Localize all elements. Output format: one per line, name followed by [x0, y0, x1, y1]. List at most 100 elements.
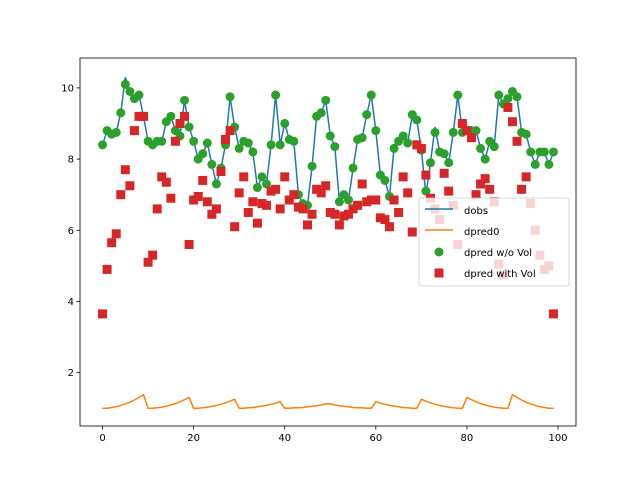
point-dpred-with-vol — [480, 174, 490, 184]
point-dpred-w-o-vol — [366, 90, 376, 100]
point-dpred-with-vol — [366, 195, 376, 205]
point-dpred-with-vol — [503, 102, 513, 112]
point-dpred-w-o-vol — [157, 136, 167, 146]
point-dpred-with-vol — [166, 193, 176, 203]
point-dpred-with-vol — [380, 215, 390, 225]
point-dpred-with-vol — [180, 111, 190, 121]
point-dpred-with-vol — [189, 195, 199, 205]
point-dpred-with-vol — [316, 188, 326, 198]
point-dpred-with-vol — [521, 172, 531, 182]
point-dpred-w-o-vol — [371, 126, 381, 136]
y-tick-label: 10 — [61, 83, 74, 94]
point-dpred-w-o-vol — [275, 140, 285, 150]
point-dpred-w-o-vol — [539, 147, 549, 157]
point-dpred-with-vol — [230, 222, 240, 232]
point-dpred-w-o-vol — [180, 95, 190, 105]
point-dpred-with-vol — [211, 204, 221, 214]
point-dpred-w-o-vol — [211, 179, 221, 189]
point-dpred-with-vol — [412, 140, 422, 150]
point-dpred-with-vol — [303, 220, 313, 230]
point-dpred-with-vol — [421, 170, 431, 180]
point-dpred-with-vol — [512, 136, 522, 146]
point-dpred-w-o-vol — [503, 94, 513, 104]
point-dpred-w-o-vol — [425, 158, 435, 168]
point-dpred-with-vol — [111, 229, 121, 239]
point-dpred-w-o-vol — [271, 90, 281, 100]
point-dpred-with-vol — [293, 202, 303, 212]
point-dpred-with-vol — [394, 207, 404, 217]
legend-label-dpred-with-vol: dpred with Vol — [464, 269, 536, 280]
point-dpred-with-vol — [207, 209, 217, 219]
point-dpred-with-vol — [98, 309, 108, 319]
point-dpred-with-vol — [134, 111, 144, 121]
point-dpred-with-vol — [221, 135, 231, 145]
point-dpred-w-o-vol — [526, 147, 536, 157]
x-tick-label: 20 — [187, 433, 200, 444]
point-dpred-with-vol — [330, 209, 340, 219]
point-dpred-with-vol — [462, 126, 472, 136]
point-dpred-w-o-vol — [280, 118, 290, 128]
x-tick-label: 0 — [99, 433, 105, 444]
point-dpred-w-o-vol — [430, 127, 440, 137]
point-dpred-w-o-vol — [234, 143, 244, 153]
point-dpred-with-vol — [175, 118, 185, 128]
point-dpred-with-vol — [389, 195, 399, 205]
point-dpred-w-o-vol — [266, 140, 276, 150]
y-axis: 2 4 6 8 10 — [61, 83, 80, 379]
point-dpred-with-vol — [312, 184, 322, 194]
point-dpred-with-vol — [262, 200, 272, 210]
axes-frame — [79, 57, 577, 427]
legend: dobs dpred0 dpred w/o Vol dpred with Vol — [418, 197, 570, 287]
point-dpred-with-vol — [371, 195, 381, 205]
point-dpred-w-o-vol — [334, 197, 344, 207]
point-dpred-with-vol — [339, 211, 349, 221]
point-dpred-w-o-vol — [252, 183, 262, 193]
point-dpred-w-o-vol — [348, 163, 358, 173]
point-dpred-w-o-vol — [389, 143, 399, 153]
y-tick-label: 4 — [68, 297, 74, 308]
legend-label-dpred-wo-vol: dpred w/o Vol — [464, 248, 532, 259]
point-dpred-w-o-vol — [512, 92, 522, 102]
point-dpred-w-o-vol — [120, 79, 130, 89]
point-dpred-with-vol — [444, 186, 454, 196]
point-dpred-w-o-vol — [489, 142, 499, 152]
point-dpred-with-vol — [289, 190, 299, 200]
point-dpred-w-o-vol — [480, 154, 490, 164]
x-tick-label: 80 — [461, 433, 474, 444]
point-dpred-w-o-vol — [202, 138, 212, 148]
point-dpred-w-o-vol — [316, 108, 326, 118]
point-dpred-w-o-vol — [307, 161, 317, 171]
point-dpred-w-o-vol — [189, 136, 199, 146]
point-dpred-with-vol — [120, 165, 130, 175]
point-dpred-with-vol — [243, 207, 253, 217]
x-tick-label: 40 — [278, 433, 291, 444]
point-dpred-with-vol — [307, 209, 317, 219]
point-dpred-with-vol — [548, 309, 558, 319]
x-tick-label: 60 — [369, 433, 382, 444]
point-dpred-with-vol — [439, 168, 449, 178]
point-dpred-with-vol — [284, 195, 294, 205]
point-dpred-with-vol — [343, 209, 353, 219]
point-dpred-with-vol — [334, 220, 344, 230]
point-dpred-with-vol — [457, 118, 467, 128]
point-dpred-w-o-vol — [248, 147, 258, 157]
x-tick-label: 100 — [548, 433, 567, 444]
legend-label-dpred0: dpred0 — [464, 227, 499, 238]
point-dpred-with-vol — [157, 172, 167, 182]
point-dpred-with-vol — [353, 200, 363, 210]
point-dpred-w-o-vol — [530, 159, 540, 169]
point-dpred-w-o-vol — [544, 159, 554, 169]
point-dpred-with-vol — [248, 197, 258, 207]
point-dpred-with-vol — [202, 197, 212, 207]
point-dpred-w-o-vol — [494, 90, 504, 100]
point-dpred-with-vol — [357, 179, 367, 189]
point-dpred-with-vol — [225, 126, 235, 136]
point-dpred-w-o-vol — [325, 131, 335, 141]
point-dpred-w-o-vol — [380, 175, 390, 185]
point-dpred-with-vol — [170, 136, 180, 146]
point-dpred-w-o-vol — [125, 86, 135, 96]
point-dpred-with-vol — [403, 188, 413, 198]
y-tick-label: 2 — [68, 368, 74, 379]
x-axis: 0 20 40 60 80 100 — [99, 426, 568, 444]
